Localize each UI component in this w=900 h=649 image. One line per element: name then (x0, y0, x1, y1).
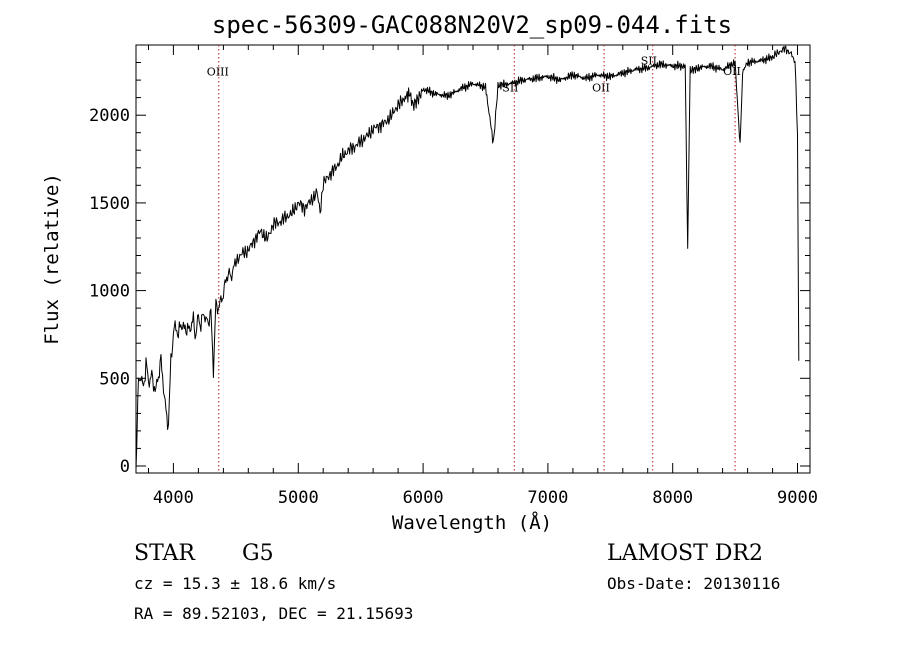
x-tick-label: 8000 (652, 488, 693, 508)
line-marker-label: OII (592, 82, 610, 95)
y-axis-label: Flux (relative) (41, 173, 63, 345)
y-tick-label: 1000 (89, 282, 130, 302)
x-axis-label: Wavelength (Å) (392, 511, 552, 534)
y-tick-label: 500 (99, 369, 130, 389)
coordinates: RA = 89.52103, DEC = 21.15693 (134, 604, 413, 623)
x-tick-label: 4000 (153, 488, 194, 508)
y-tick-label: 1500 (89, 194, 130, 214)
series-group (135, 45, 800, 470)
y-tick-label: 0 (120, 457, 130, 477)
x-tick-label: 7000 (527, 488, 568, 508)
spectrum-line (135, 45, 800, 470)
x-axis: 4000 5000 6000 7000 8000 9000 (148, 45, 818, 508)
x-tick-label: 9000 (777, 488, 818, 508)
object-class: STAR (134, 541, 196, 566)
x-tick-label: 5000 (278, 488, 319, 508)
observation-date: Obs-Date: 20130116 (607, 574, 780, 593)
chart-title: spec-56309-GAC088N20V2_sp09-044.fits (212, 11, 732, 39)
survey-name: LAMOST DR2 (607, 541, 763, 566)
y-axis: 0 500 1000 1500 2000 (89, 62, 810, 477)
redshift-value: cz = 15.3 ± 18.6 km/s (134, 574, 336, 593)
x-tick-label: 6000 (403, 488, 444, 508)
object-subclass: G5 (242, 541, 274, 566)
line-marker-label: OIII (207, 66, 229, 79)
y-tick-label: 2000 (89, 106, 130, 126)
